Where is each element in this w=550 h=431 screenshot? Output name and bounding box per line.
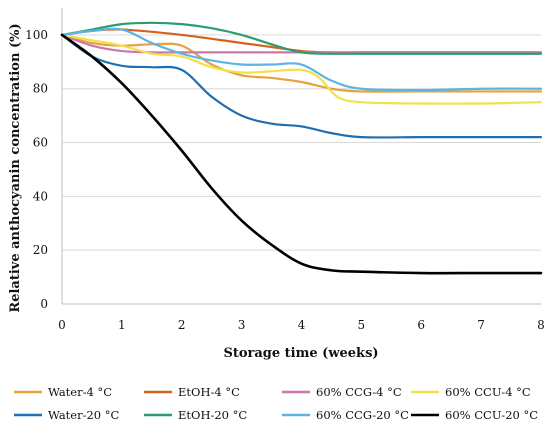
series-lines (60, 21, 543, 275)
x-tick-label: 7 (477, 318, 485, 332)
x-axis-title: Storage time (weeks) (223, 346, 378, 361)
y-tick-label: 80 (33, 82, 48, 96)
y-axis-tick-labels: 0 20 40 60 80 100 (25, 28, 48, 311)
legend-label: EtOH-4 °C (178, 385, 240, 399)
x-tick-label: 6 (417, 318, 425, 332)
legend-label: 60% CCU-20 °C (445, 408, 538, 422)
y-axis-title: Relative anthocyanin concentration (%) (8, 23, 23, 312)
series-line-3 (60, 33, 543, 105)
x-tick-label: 8 (537, 318, 545, 332)
x-tick-label: 3 (238, 318, 246, 332)
y-tick-label: 40 (33, 189, 48, 203)
x-axis-tick-labels: 0 1 2 3 4 5 6 7 8 (58, 318, 545, 332)
y-tick-label: 20 (33, 243, 48, 257)
x-tick-label: 4 (298, 318, 306, 332)
x-tick-label: 2 (178, 318, 186, 332)
series-line-0 (60, 33, 543, 93)
x-tick-label: 0 (58, 318, 66, 332)
series-line-5 (60, 21, 543, 55)
x-tick-label: 5 (358, 318, 366, 332)
series-line-6 (60, 27, 543, 92)
legend: Water-4 °C EtOH-4 °C 60% CCG-4 °C 60% CCU-4… (14, 385, 538, 422)
legend-label: EtOH-20 °C (178, 408, 247, 422)
series-line-7 (60, 33, 543, 275)
axes (61, 8, 541, 305)
legend-label: 60% CCU-4 °C (445, 385, 531, 399)
series-line-4 (60, 33, 543, 139)
y-tick-label: 0 (40, 297, 48, 311)
x-tick-label: 1 (118, 318, 126, 332)
series-line-2 (60, 33, 543, 54)
y-tick-label: 60 (33, 136, 48, 150)
legend-label: Water-20 °C (48, 408, 120, 422)
legend-label: 60% CCG-20 °C (316, 408, 409, 422)
legend-label: 60% CCG-4 °C (316, 385, 402, 399)
legend-label: Water-4 °C (48, 385, 112, 399)
y-tick-label: 100 (25, 28, 48, 42)
